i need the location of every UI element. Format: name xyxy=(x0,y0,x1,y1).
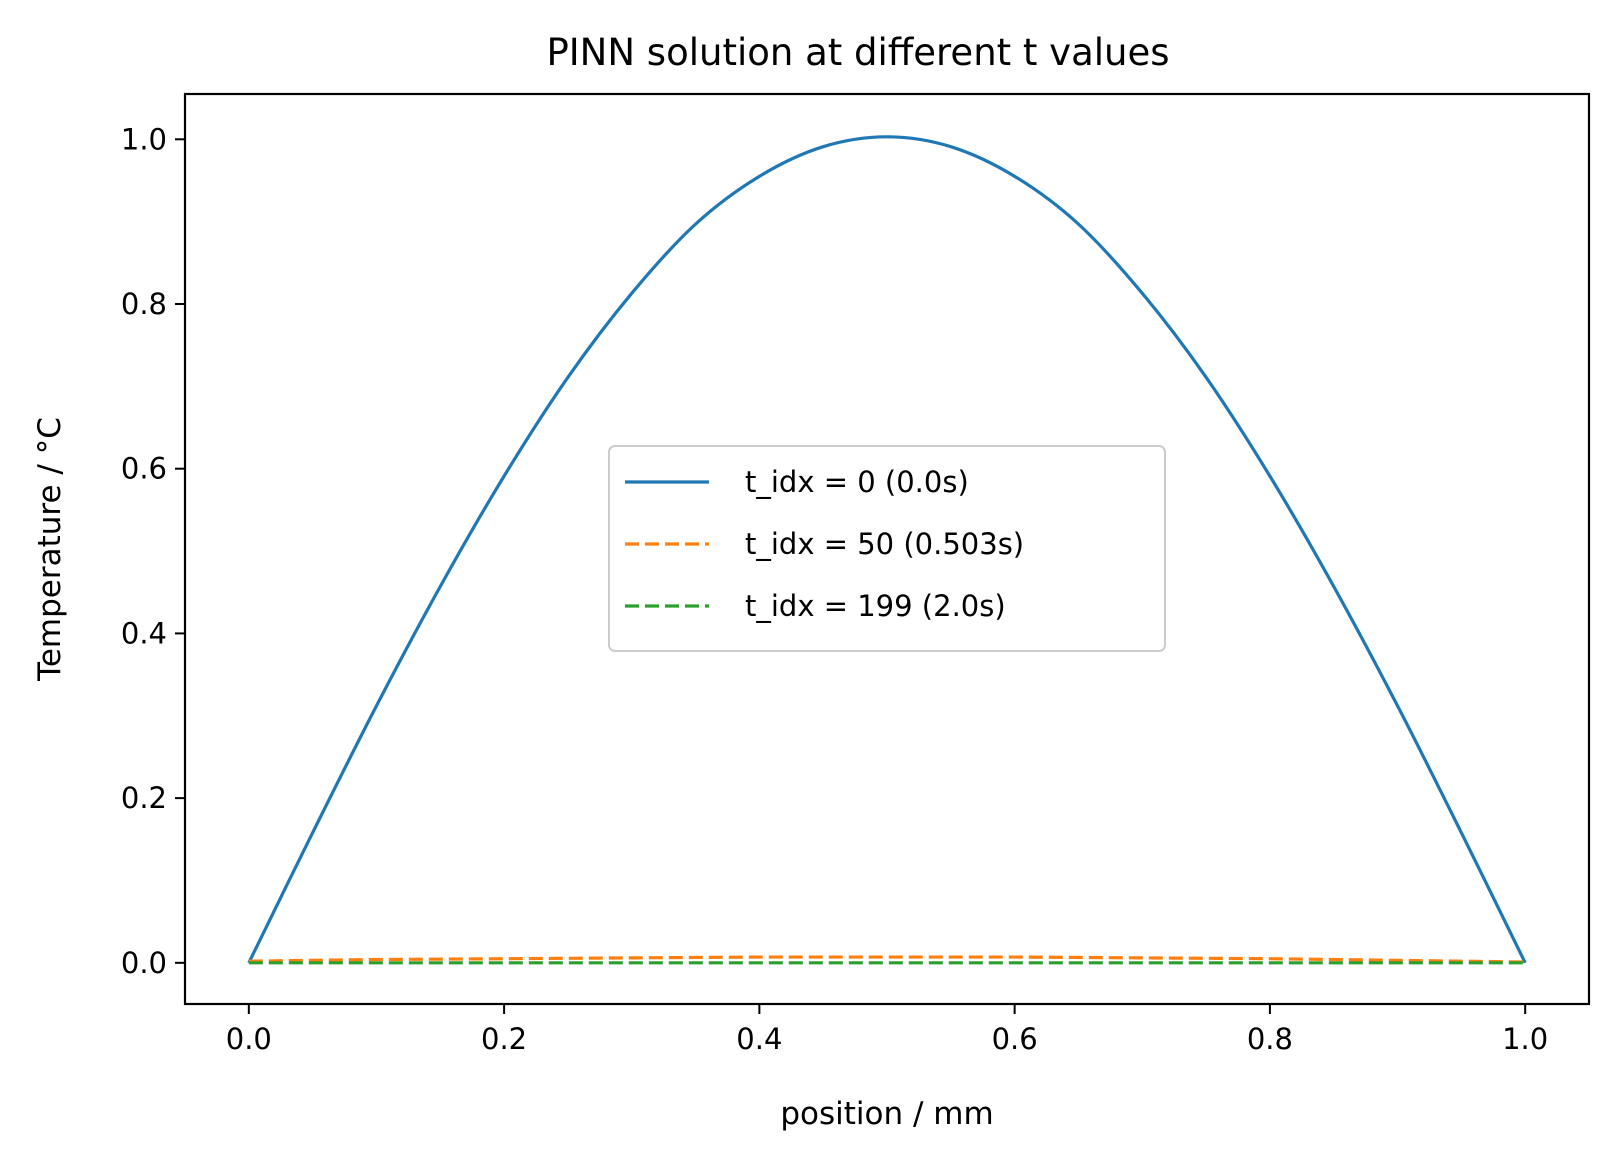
series-line-0 xyxy=(247,135,1527,964)
plot-frame xyxy=(183,92,1591,1006)
legend-label-1: t_idx = 50 (0.503s) xyxy=(745,527,1024,561)
legend: t_idx = 0 (0.0s) t_idx = 50 (0.503s) t_idx… xyxy=(608,445,1166,652)
x-tick-label: 0.0 xyxy=(226,1022,272,1056)
legend-label-0: t_idx = 0 (0.0s) xyxy=(745,465,969,499)
chart-title: PINN solution at different t values xyxy=(546,31,1169,74)
y-tick-label: 0.6 xyxy=(121,452,167,486)
series-line-1 xyxy=(248,955,1526,964)
x-tick-label: 0.4 xyxy=(736,1022,782,1056)
x-tick-label: 0.2 xyxy=(481,1022,527,1056)
plot-area xyxy=(247,135,1527,965)
y-tick-label: 0.8 xyxy=(121,287,167,321)
x-tick-label: 1.0 xyxy=(1502,1022,1548,1056)
y-tick-label: 0.2 xyxy=(121,781,167,815)
y-tick-label: 0.4 xyxy=(121,616,167,650)
legend-frame xyxy=(608,445,1166,652)
y-tick-label: 0.0 xyxy=(121,946,167,980)
tick-group: 0.0 0.2 0.4 0.6 0.8 1.0 0.0 0.2 0.4 0.6 0.8 1.0 xyxy=(121,122,1548,1056)
x-tick-label: 0.8 xyxy=(1247,1022,1293,1056)
x-axis-label: position / mm xyxy=(780,1096,993,1132)
x-tick-label: 0.6 xyxy=(992,1022,1038,1056)
legend-label-2: t_idx = 199 (2.0s) xyxy=(745,589,1006,623)
y-axis-label: Temperature / °C xyxy=(32,417,68,682)
y-tick-label: 1.0 xyxy=(121,122,167,156)
